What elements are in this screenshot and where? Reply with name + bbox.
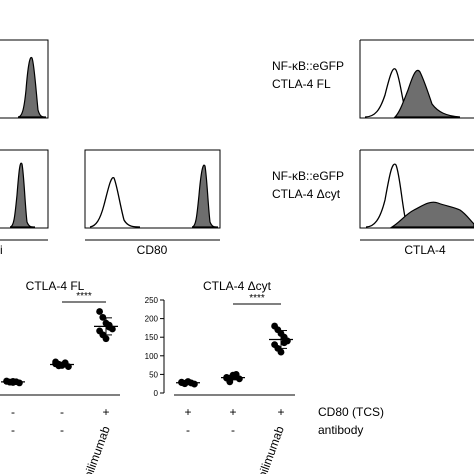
histogram-frame-4 — [84, 149, 221, 229]
row1-label-5: + — [229, 405, 236, 419]
row2-label-2: - — [60, 423, 64, 437]
data-point — [280, 339, 288, 347]
histogram-frame-1 — [0, 39, 49, 119]
row1-label-4: + — [184, 405, 191, 419]
y-tick-label: 0 — [154, 389, 159, 398]
axis-label-ctla4: CTLA-4 — [404, 243, 446, 257]
row2-label-4: - — [231, 423, 235, 437]
row1-title: CD80 (TCS) — [318, 405, 384, 419]
row1-label-6: + — [277, 405, 284, 419]
histogram-label-c: NF-κB::eGFP — [272, 169, 344, 183]
significance-label: **** — [76, 291, 92, 302]
row1-label-2: - — [60, 405, 64, 419]
histogram-label-b: CTLA-4 FL — [272, 77, 331, 91]
row1-label-1: - — [11, 405, 15, 419]
histogram-filled-1 — [17, 56, 47, 118]
histogram-panel-1 — [0, 39, 49, 119]
histogram-label-d: CTLA-4 Δcyt — [272, 187, 341, 201]
histogram-frame-3 — [0, 149, 49, 229]
y-tick-label: 150 — [145, 333, 159, 342]
data-point — [105, 321, 113, 329]
histogram-filled-5 — [389, 201, 474, 228]
row2-label-3: - — [186, 423, 190, 437]
data-point — [277, 348, 285, 356]
axis-label-partial: i — [0, 243, 3, 257]
y-tick-label: 200 — [145, 315, 159, 324]
row1-label-3: + — [102, 405, 109, 419]
axis-label-cd80: CD80 — [137, 243, 168, 257]
chart-title: CTLA-4 FL — [26, 279, 85, 293]
histogram-panel-3: i — [0, 149, 49, 257]
histogram-panel-2: NF-κB::eGFP CTLA-4 FL — [272, 39, 474, 119]
histogram-label-a: NF-κB::eGFP — [272, 59, 344, 73]
histogram-filled-4 — [191, 164, 219, 228]
chart-title: CTLA-4 Δcyt — [203, 279, 272, 293]
scatter-chart-ctla4-dcyt: CTLA-4 Δcyt 0 50 100 150 200 250 **** — [145, 279, 295, 398]
row2-label-1: - — [11, 423, 15, 437]
scatter-chart-ctla4-fl: CTLA-4 FL**** — [0, 279, 120, 396]
histogram-panel-4: CD80 — [84, 149, 221, 257]
y-tick-label: 250 — [145, 296, 159, 305]
significance-label: **** — [249, 293, 265, 304]
histogram-frame-5 — [359, 149, 474, 229]
histogram-open-4 — [89, 177, 141, 228]
data-point — [99, 313, 107, 321]
histogram-panel-5: CTLA-4 NF-κB::eGFP CTLA-4 Δcyt — [272, 149, 474, 257]
row2-ipilimumab-2: Ipilimumab — [254, 424, 287, 474]
y-tick-label: 50 — [149, 370, 158, 379]
row2-ipilimumab-1: Ipilimumab — [80, 424, 113, 474]
data-point — [96, 308, 103, 315]
data-point — [102, 335, 110, 343]
histogram-filled-3 — [9, 162, 36, 228]
condition-labels: - - + + + + CD80 (TCS) - - - - antibody … — [11, 405, 384, 474]
histogram-filled-2 — [393, 69, 461, 118]
y-tick-label: 100 — [145, 352, 159, 361]
row2-title: antibody — [318, 423, 363, 437]
data-point — [232, 373, 240, 381]
histogram-frame-2 — [359, 39, 474, 119]
